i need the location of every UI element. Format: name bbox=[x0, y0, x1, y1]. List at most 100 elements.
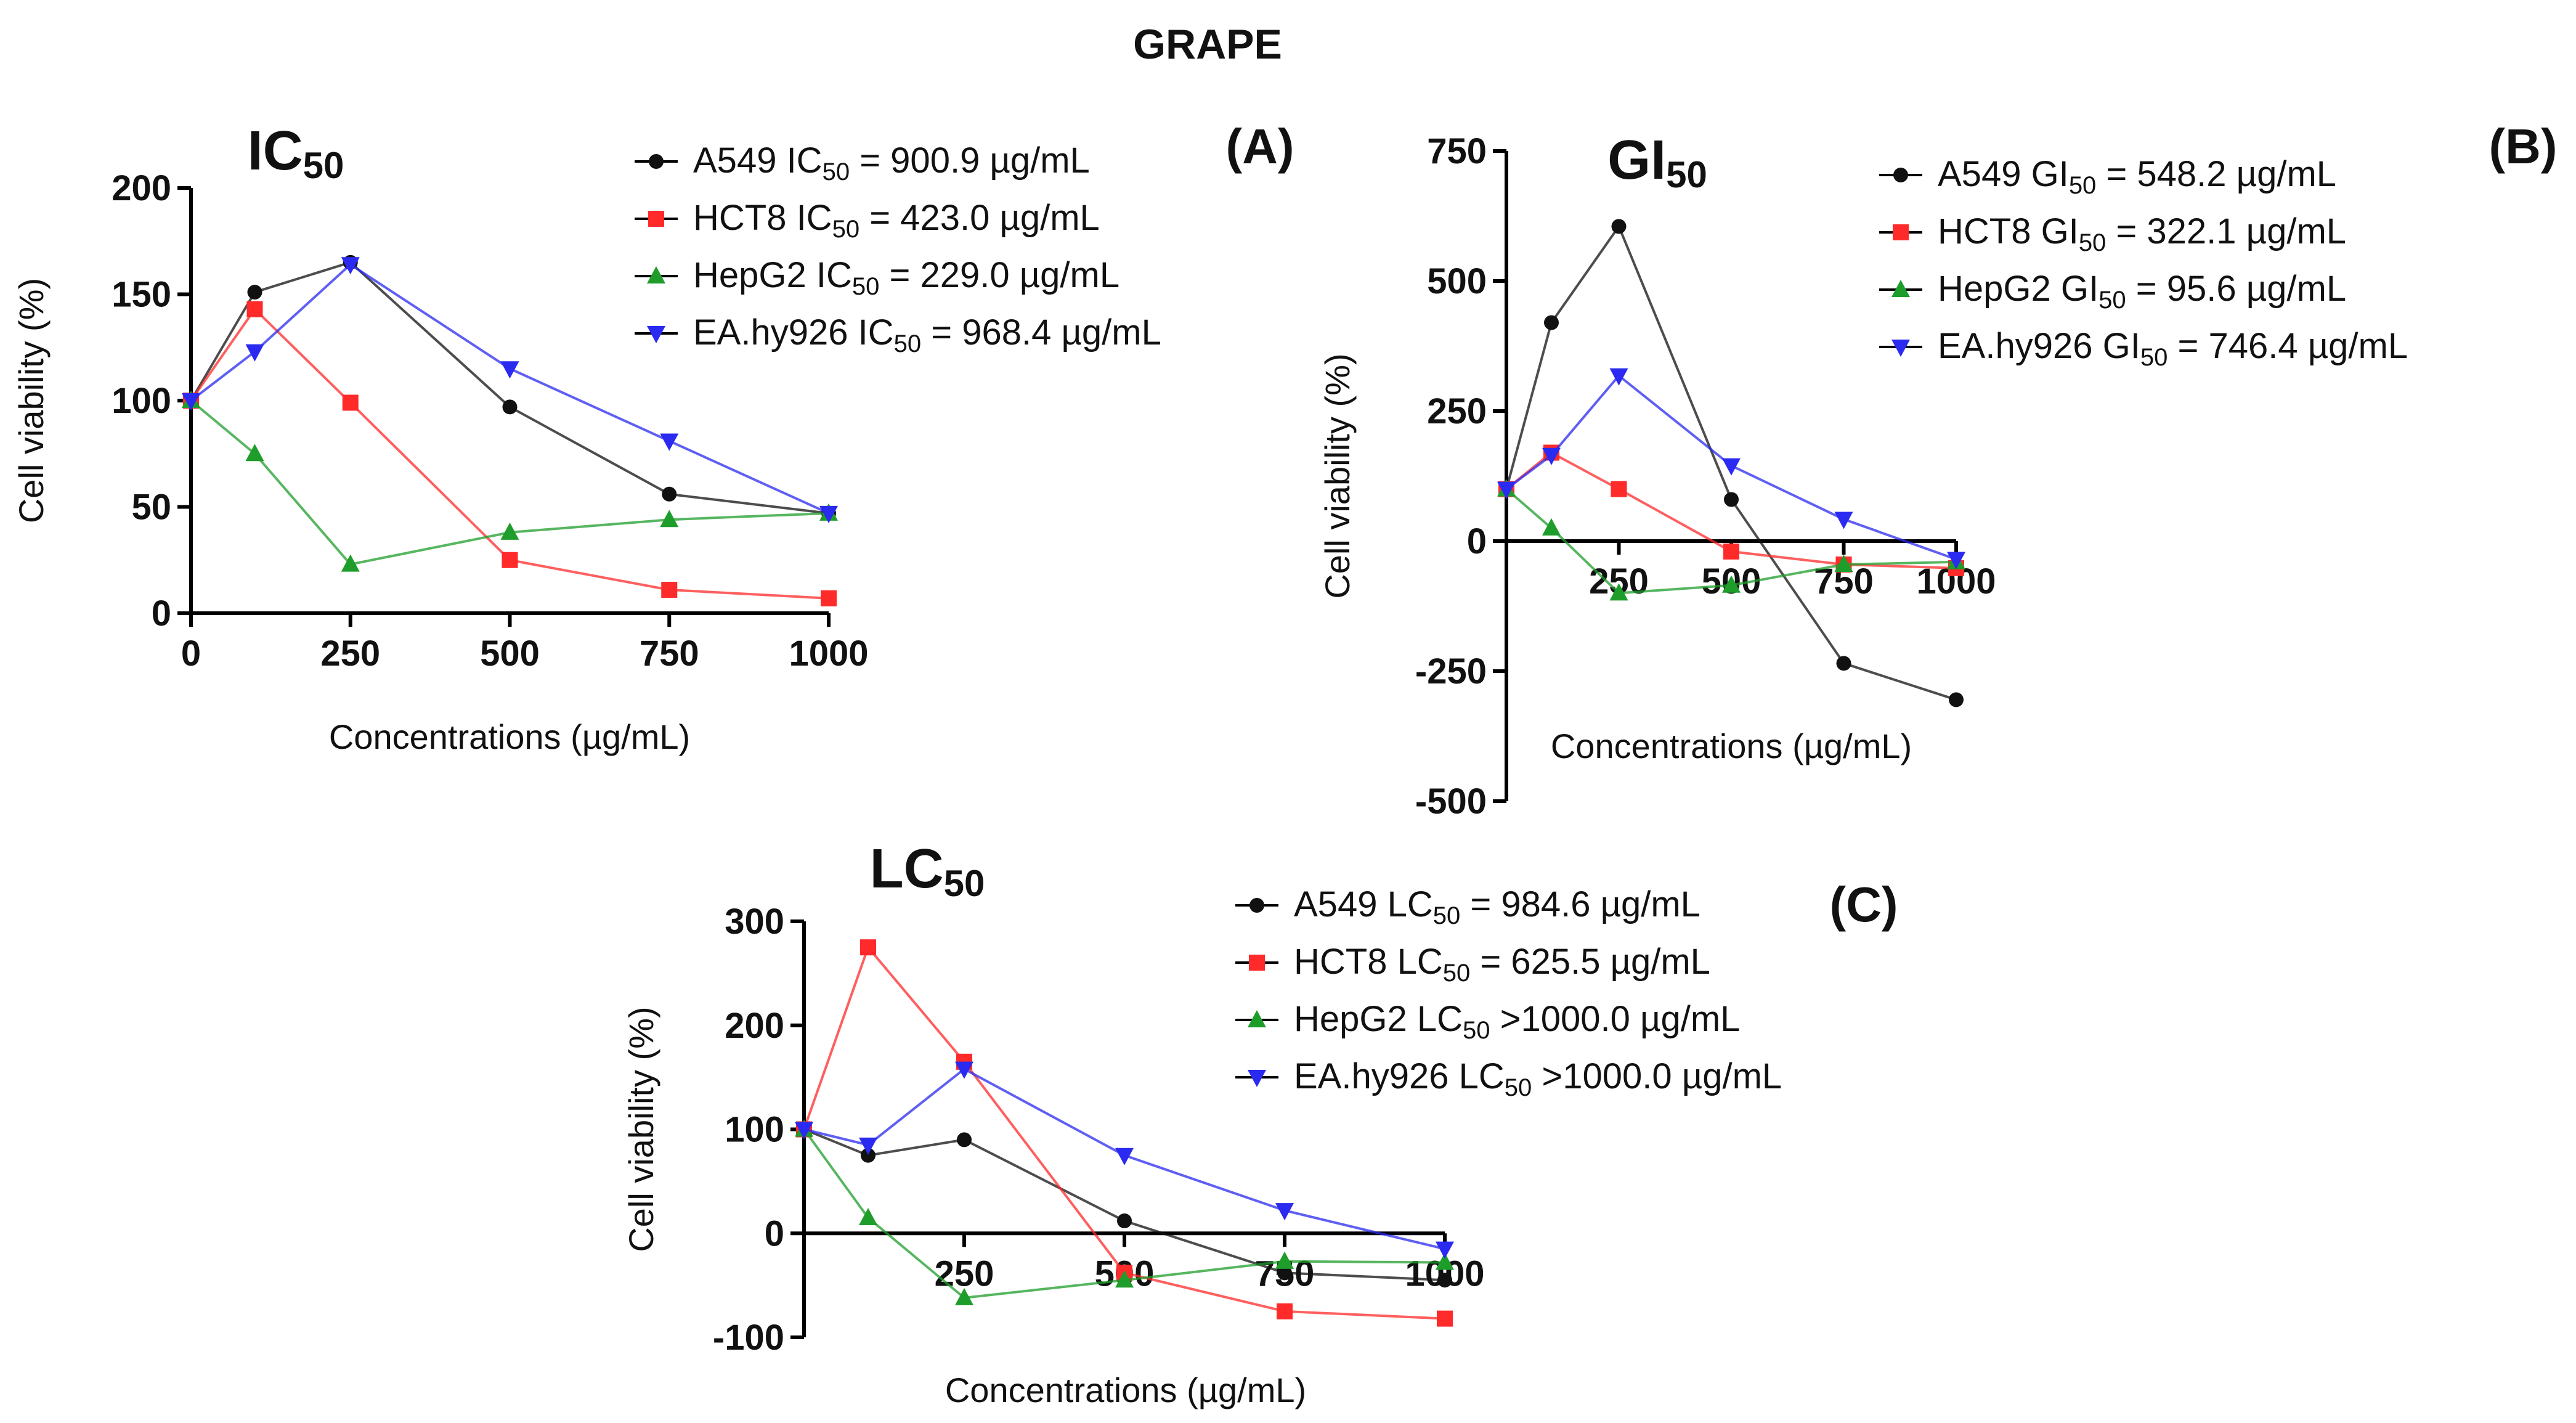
series-line bbox=[803, 945, 1445, 1320]
data-point bbox=[341, 554, 360, 572]
data-point bbox=[1609, 368, 1628, 386]
series-ea-hy926 bbox=[182, 257, 838, 523]
data-point bbox=[342, 394, 359, 411]
x-tick-label: 1000 bbox=[789, 634, 868, 674]
legend-marker bbox=[1249, 955, 1265, 971]
series-hct8 bbox=[796, 939, 1453, 1327]
x-tick-label: 750 bbox=[640, 634, 699, 674]
data-point bbox=[341, 257, 360, 275]
legend-entry: A549 LC50 = 984.6 µg/mL bbox=[1235, 884, 1700, 929]
data-point bbox=[661, 582, 678, 598]
legend-marker bbox=[1893, 168, 1908, 182]
series-line bbox=[1505, 373, 1957, 561]
y-tick-label: 200 bbox=[112, 168, 171, 208]
panels: 0 50 100 150 200 0 250 500 750 1000 Concentrations… bbox=[12, 119, 2558, 1409]
figure-title: GRAPE bbox=[1133, 21, 1282, 68]
panel-title: IC50 bbox=[248, 120, 344, 186]
legend-entry: HepG2 LC50 >1000.0 µg/mL bbox=[1235, 999, 1740, 1044]
data-point bbox=[1275, 1203, 1294, 1221]
y-tick-label: 150 bbox=[112, 275, 171, 315]
legend-label: HCT8 LC50 = 625.5 µg/mL bbox=[1294, 942, 1710, 987]
legend-label: EA.hy926 IC50 = 968.4 µg/mL bbox=[693, 312, 1161, 357]
series-line bbox=[190, 261, 829, 515]
data-point bbox=[1724, 492, 1739, 507]
x-axis-label: Concentrations (µg/mL) bbox=[329, 717, 690, 756]
data-point bbox=[1542, 518, 1561, 536]
legend-entry: HCT8 IC50 = 423.0 µg/mL bbox=[635, 198, 1100, 243]
legend-entry: HepG2 IC50 = 229.0 µg/mL bbox=[635, 255, 1119, 300]
data-point bbox=[1609, 583, 1628, 601]
legend-marker bbox=[1891, 280, 1910, 297]
data-point bbox=[1611, 481, 1627, 497]
y-tick-label: 200 bbox=[725, 1006, 784, 1046]
data-point bbox=[1436, 1252, 1454, 1270]
series-line bbox=[803, 1067, 1445, 1250]
data-point bbox=[1497, 481, 1516, 499]
series-line bbox=[803, 1128, 1445, 1282]
data-point bbox=[245, 344, 264, 362]
data-point bbox=[795, 1122, 813, 1140]
series-line bbox=[190, 399, 829, 566]
data-point bbox=[1115, 1148, 1134, 1165]
data-point bbox=[1722, 575, 1741, 593]
legend-label: EA.hy926 GI50 = 746.4 µg/mL bbox=[1938, 326, 2408, 371]
y-tick-label: 0 bbox=[1467, 521, 1487, 561]
data-point bbox=[1115, 1270, 1134, 1288]
y-tick-label: 750 bbox=[1427, 131, 1487, 171]
legend-label: A549 GI50 = 548.2 µg/mL bbox=[1938, 154, 2336, 199]
y-axis-label: Cell viability (%) bbox=[622, 1006, 660, 1252]
panel-title: LC50 bbox=[870, 838, 985, 904]
legend-entry: A549 IC50 = 900.9 µg/mL bbox=[635, 141, 1090, 186]
chart-panel-3: -10001002003002505007501000Concentration… bbox=[622, 838, 1898, 1409]
legend-entry: HCT8 GI50 = 322.1 µg/mL bbox=[1879, 211, 2346, 256]
data-point bbox=[1947, 552, 1965, 569]
legend-marker bbox=[1891, 340, 1910, 357]
y-tick-label: 0 bbox=[152, 593, 171, 634]
data-point bbox=[1834, 512, 1853, 529]
y-tick-label: 100 bbox=[112, 381, 171, 421]
series-hepg2 bbox=[795, 1119, 1454, 1305]
series-line bbox=[1505, 224, 1957, 701]
data-point bbox=[819, 505, 838, 523]
data-point bbox=[660, 433, 679, 451]
legend-entry: EA.hy926 LC50 >1000.0 µg/mL bbox=[1235, 1056, 1782, 1101]
legend-entry: EA.hy926 IC50 = 968.4 µg/mL bbox=[635, 312, 1161, 357]
chart-panel-2: -500-25002505007502505007501000Concentra… bbox=[1318, 119, 2558, 822]
x-tick-label: 500 bbox=[480, 634, 540, 674]
y-tick-label: 100 bbox=[725, 1110, 784, 1150]
data-point bbox=[1949, 692, 1964, 707]
y-tick-label: 50 bbox=[131, 487, 171, 528]
y-axis-label: Cell viability (%) bbox=[1318, 353, 1357, 598]
legend-marker bbox=[647, 266, 665, 283]
x-tick-label: 250 bbox=[935, 1254, 994, 1294]
legend-label: A549 LC50 = 984.6 µg/mL bbox=[1294, 884, 1700, 929]
data-point bbox=[500, 522, 519, 540]
data-point bbox=[1437, 1273, 1452, 1288]
legend-marker bbox=[1248, 1070, 1266, 1087]
data-point bbox=[1611, 219, 1627, 234]
legend-entry: HCT8 LC50 = 625.5 µg/mL bbox=[1235, 942, 1710, 987]
legend-label: HepG2 LC50 >1000.0 µg/mL bbox=[1294, 999, 1740, 1044]
legend-label: HepG2 IC50 = 229.0 µg/mL bbox=[693, 255, 1119, 300]
data-point bbox=[1834, 554, 1853, 572]
panel-letter: (A) bbox=[1225, 119, 1294, 174]
data-point bbox=[861, 1148, 876, 1163]
legend-label: HCT8 IC50 = 423.0 µg/mL bbox=[693, 198, 1100, 243]
chart-panel-1: 0 50 100 150 200 0 250 500 750 1000 Concentrations… bbox=[12, 119, 1294, 756]
data-point bbox=[502, 552, 518, 568]
data-point bbox=[1117, 1213, 1132, 1228]
y-tick-label: -250 bbox=[1415, 651, 1487, 691]
y-tick-label: 300 bbox=[725, 902, 784, 942]
data-point bbox=[182, 393, 200, 410]
x-tick-label: 250 bbox=[320, 634, 380, 674]
y-tick-label: 500 bbox=[1427, 261, 1487, 301]
data-point bbox=[860, 939, 876, 956]
series-ea-hy926 bbox=[1497, 368, 1965, 569]
series-hct8 bbox=[183, 301, 837, 606]
data-point bbox=[660, 510, 679, 528]
y-tick-label: -100 bbox=[713, 1318, 784, 1358]
data-point bbox=[1437, 1310, 1453, 1327]
data-point bbox=[1275, 1251, 1294, 1269]
y-tick-label: 250 bbox=[1427, 391, 1487, 431]
x-axis-label: Concentrations (µg/mL) bbox=[1551, 727, 1912, 765]
